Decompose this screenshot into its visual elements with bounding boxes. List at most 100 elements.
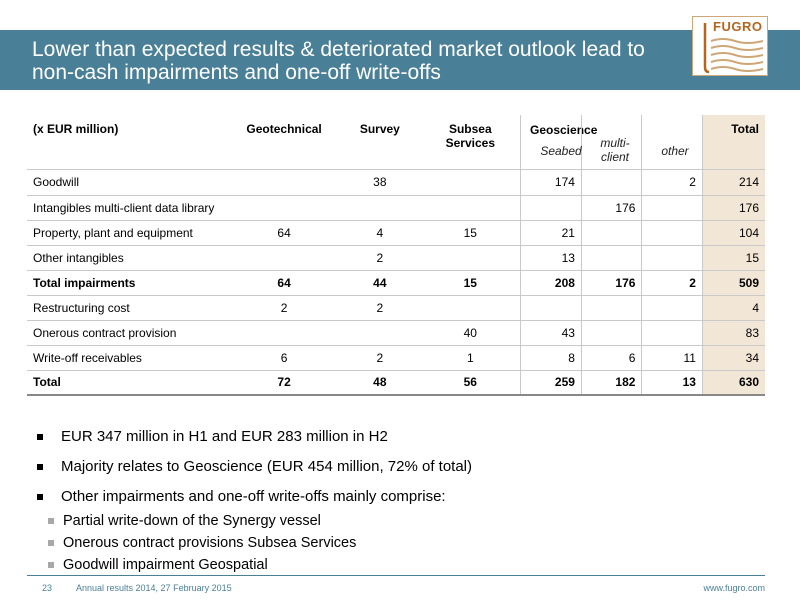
row-label: Property, plant and equipment [27, 220, 229, 246]
cell-other [641, 220, 703, 246]
cell-geotechnical [228, 195, 340, 221]
header-other-label: other [661, 144, 689, 158]
bullet-text: Other impairments and one-off write-offs… [61, 488, 446, 505]
cell-seabed: 208 [520, 270, 582, 296]
bullet-item: EUR 347 million in H1 and EUR 283 millio… [37, 428, 757, 446]
sub-bullet-item: Goodwill impairment Geospatial [37, 556, 757, 574]
table-row-total-impairments: Total impairments 64 44 15 208 176 2 509 [27, 270, 765, 296]
sub-bullet-list: Partial write-down of the Synergy vessel… [37, 512, 757, 574]
cell-geotechnical: 64 [228, 220, 340, 246]
cell-total: 630 [701, 370, 765, 396]
cell-total: 104 [701, 220, 765, 246]
header-total: Total [701, 115, 765, 170]
square-bullet-icon [37, 494, 43, 500]
cell-multiclient [580, 170, 642, 196]
cell-total: 83 [701, 320, 765, 346]
cell-total: 509 [701, 270, 765, 296]
sub-bullet-item: Onerous contract provisions Subsea Servi… [37, 534, 757, 552]
table-row: Intangibles multi-client data library 17… [27, 195, 765, 221]
header-multiclient-label: multi-client [600, 136, 630, 164]
cell-seabed: 8 [520, 345, 582, 371]
cell-multiclient [580, 220, 642, 246]
cell-other: 2 [641, 270, 703, 296]
bullet-list: EUR 347 million in H1 and EUR 283 millio… [37, 428, 757, 578]
header-seabed-label: Seabed [540, 144, 582, 158]
cell-survey: 44 [339, 270, 421, 296]
cell-survey [339, 320, 421, 346]
footer-url[interactable]: www.fugro.com [703, 583, 765, 593]
cell-geotechnical [228, 245, 340, 271]
table-row: Property, plant and equipment 64 4 15 21… [27, 220, 765, 246]
table-row: Write-off receivables 6 2 1 8 6 11 34 [27, 345, 765, 371]
cell-geotechnical [228, 170, 340, 196]
table-row: Restructuring cost 2 2 4 [27, 295, 765, 321]
table-row-total: Total 72 48 56 259 182 13 630 [27, 370, 765, 396]
cell-multiclient: 176 [580, 270, 642, 296]
cell-geotechnical: 72 [228, 370, 340, 396]
impairments-table-body: Goodwill 38 174 2 214 Intangibles multi-… [27, 170, 765, 396]
title-bar [0, 30, 800, 90]
cell-other [641, 195, 703, 221]
cell-other: 13 [641, 370, 703, 396]
row-label: Onerous contract provision [27, 320, 229, 346]
cell-seabed: 13 [520, 245, 582, 271]
cell-subsea: 1 [420, 345, 521, 371]
row-label: Goodwill [27, 170, 229, 196]
cell-subsea: 40 [420, 320, 521, 346]
cell-other: 2 [641, 170, 703, 196]
logo-graphic [703, 23, 764, 74]
cell-total: 34 [701, 345, 765, 371]
cell-survey: 38 [339, 170, 421, 196]
table-row: Goodwill 38 174 2 214 [27, 170, 765, 196]
cell-geotechnical [228, 320, 340, 346]
table-header-row: (x EUR million) Geotechnical Survey Subs… [27, 115, 765, 170]
footer-text: Annual results 2014, 27 February 2015 [76, 583, 232, 593]
bullet-text: EUR 347 million in H1 and EUR 283 millio… [61, 428, 388, 445]
header-label: (x EUR million) [27, 115, 229, 170]
header-survey: Survey [339, 115, 421, 170]
square-bullet-icon [48, 540, 54, 546]
cell-geotechnical: 64 [228, 270, 340, 296]
square-bullet-icon [37, 464, 43, 470]
cell-geotechnical: 6 [228, 345, 340, 371]
cell-survey: 48 [339, 370, 421, 396]
cell-multiclient [580, 245, 642, 271]
fugro-logo: FUGRO [692, 16, 768, 76]
bullet-item: Majority relates to Geoscience (EUR 454 … [37, 458, 757, 476]
cell-total: 4 [701, 295, 765, 321]
cell-other: 11 [641, 345, 703, 371]
cell-total: 176 [701, 195, 765, 221]
cell-multiclient [580, 295, 642, 321]
sub-bullet-text: Onerous contract provisions Subsea Servi… [63, 535, 357, 551]
title-line-1: Lower than expected results & deteriorat… [32, 38, 645, 61]
cell-seabed: 43 [520, 320, 582, 346]
cell-survey: 2 [339, 245, 421, 271]
cell-multiclient [580, 320, 642, 346]
cell-other [641, 245, 703, 271]
cell-subsea: 56 [420, 370, 521, 396]
cell-subsea: 15 [420, 220, 521, 246]
slide-title: Lower than expected results & deteriorat… [32, 38, 682, 84]
row-label: Restructuring cost [27, 295, 229, 321]
cell-multiclient: 182 [580, 370, 642, 396]
row-label: Intangibles multi-client data library [27, 195, 229, 221]
cell-subsea [420, 170, 521, 196]
cell-seabed [520, 295, 582, 321]
row-label: Other intangibles [27, 245, 229, 271]
cell-total: 214 [701, 170, 765, 196]
cell-multiclient: 6 [580, 345, 642, 371]
cell-survey: 2 [339, 295, 421, 321]
row-label: Total impairments [27, 270, 229, 296]
cell-subsea [420, 245, 521, 271]
cell-subsea: 15 [420, 270, 521, 296]
cell-seabed: 21 [520, 220, 582, 246]
sub-bullet-text: Goodwill impairment Geospatial [63, 557, 268, 573]
cell-survey: 4 [339, 220, 421, 246]
cell-survey: 2 [339, 345, 421, 371]
title-line-2: non-cash impairments and one-off write-o… [32, 61, 441, 84]
table-row: Onerous contract provision 40 43 83 [27, 320, 765, 346]
square-bullet-icon [37, 434, 43, 440]
page-number: 23 [42, 583, 53, 593]
cell-seabed [520, 195, 582, 221]
header-other [641, 115, 703, 170]
